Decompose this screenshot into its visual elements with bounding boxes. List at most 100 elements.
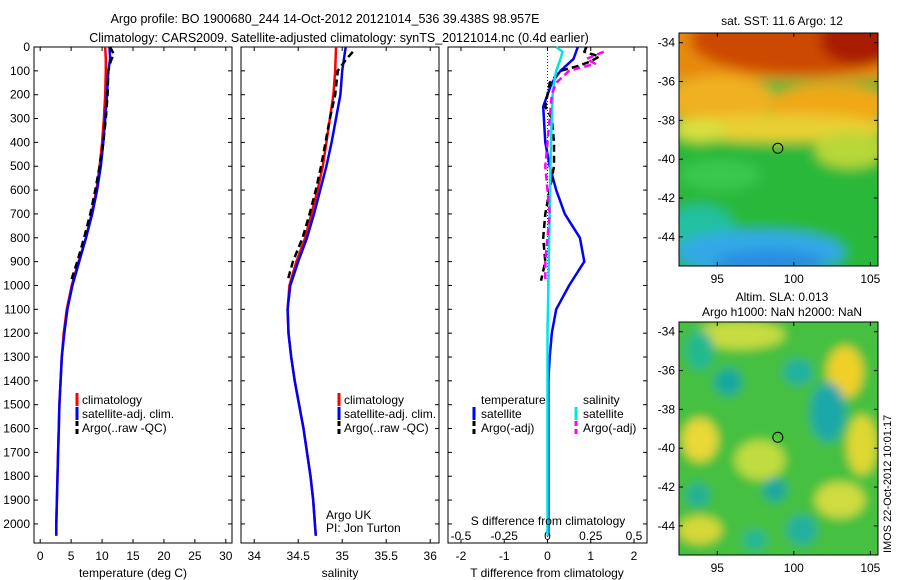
difference-x-axis: -2 -1 0 1 2	[456, 47, 638, 563]
salinity-panel: 34 34.5 35 35.5 36 salinity climatology sate…	[240, 46, 440, 580]
map-x-tick-label: 100	[784, 561, 804, 575]
series-satellite-adj-clim	[55, 46, 112, 536]
y-tick-label: 1100	[4, 302, 30, 316]
y-tick-label: 1300	[3, 350, 30, 364]
argo-position-marker	[772, 142, 784, 154]
x-tick-label: -1	[499, 549, 510, 563]
sla-heatmap	[679, 322, 878, 555]
map-y-tick-label: -42	[658, 480, 676, 494]
x2-tick-label: 0.5	[626, 529, 643, 543]
salinity-difference-x-axis: -0.5 -0.25 0 0.25 0.5	[451, 529, 643, 543]
temperature-x-axis: 0 5 10 15 20 25 30	[37, 47, 233, 563]
sla-map-title: Altim. SLA: 0.013	[736, 290, 829, 304]
salinity-axes-frame	[240, 46, 440, 544]
sst-map-axes: 95 100 105 -34 -36 -38 -40 -42 -44	[658, 33, 881, 286]
x-tick-label: 0	[544, 549, 551, 563]
map-y-tick-label: -40	[658, 441, 676, 455]
y-tick-label: 1400	[3, 374, 30, 388]
difference-series	[539, 46, 605, 536]
series-salinity-argo-adj	[544, 50, 605, 281]
x-tick-label: 0	[37, 549, 44, 563]
salinity-series	[286, 46, 354, 536]
series-argo-raw-qc	[69, 46, 116, 282]
legend-label-t-satellite: satellite	[481, 407, 522, 421]
legend-label-climatology: climatology	[344, 393, 404, 407]
salinity-legend: climatology satellite-adj. clim. Argo(..…	[337, 393, 436, 435]
x2-tick-label: -0.5	[451, 529, 472, 543]
map-x-tick-label: 95	[711, 561, 725, 575]
salinity-x-axis: 34 34.5 35 35.5 36	[248, 47, 438, 563]
y-tick-label: 100	[10, 64, 30, 78]
map-y-tick-label: -36	[658, 364, 676, 378]
x-tick-label: 10	[95, 549, 109, 563]
sst-map-frame	[678, 32, 879, 267]
legend-header-salinity: salinity	[583, 393, 620, 407]
series-satellite-adj-clim	[286, 46, 347, 536]
x-tick-label: 34	[248, 549, 262, 563]
temperature-xlabel: temperature (deg C)	[79, 566, 187, 580]
x-tick-label: -2	[456, 549, 467, 563]
difference-panel: -2 -1 0 1 2 -0.5 -0.25 0 0.25 0.5 S difference f…	[447, 46, 648, 580]
temperature-panel: 0100200300400500600700800900100011001200…	[3, 40, 233, 580]
imos-timestamp-text: IMOS 22-Oct-2012 10:01:17	[882, 415, 894, 553]
legend-label-argo: Argo(..raw -QC)	[344, 421, 429, 435]
map-y-tick-label: -38	[658, 402, 676, 416]
t-difference-xlabel: T difference from climatology	[470, 566, 624, 580]
map-y-tick-label: -36	[658, 75, 676, 89]
y-tick-label: 500	[10, 159, 30, 173]
map-x-tick-label: 95	[711, 272, 725, 286]
y-tick-label: 600	[10, 183, 30, 197]
y-tick-label: 1800	[3, 469, 30, 483]
y-tick-label: 1700	[3, 445, 30, 459]
map-y-tick-label: -44	[658, 519, 676, 533]
x-tick-label: 2	[631, 549, 638, 563]
y-tick-label: 0	[23, 40, 30, 54]
y-tick-label: 1000	[3, 278, 30, 292]
map-y-tick-label: -34	[658, 325, 676, 339]
figure-title-line1: Argo profile: BO 1900680_244 14-Oct-2012…	[111, 12, 540, 26]
map-x-tick-label: 105	[860, 561, 880, 575]
sla-map-axes: 95 100 105 -34 -36 -38 -40 -42 -44	[658, 322, 881, 575]
salinity-depth-ticks	[241, 46, 439, 525]
map-x-tick-label: 105	[860, 272, 880, 286]
legend-label-satellite: satellite-adj. clim.	[344, 407, 436, 421]
x2-tick-label: 0	[544, 529, 551, 543]
x2-tick-label: -0.25	[491, 529, 519, 543]
y-tick-label: 300	[10, 112, 30, 126]
x-tick-label: 15	[126, 549, 140, 563]
map-y-tick-label: -44	[658, 230, 676, 244]
depth-axis: 0 100 200 300 400 500 600 700 800 900 1000 1100 1200…	[3, 40, 232, 531]
sst-heatmap	[679, 33, 878, 266]
argo-position-marker	[772, 431, 784, 443]
x-tick-label: 5	[68, 549, 75, 563]
sla-map-subtitle: Argo h1000: NaN h2000: NaN	[702, 305, 862, 319]
y-tick-label: 1500	[3, 398, 30, 412]
y-tick-label: 800	[10, 231, 30, 245]
difference-depth-ticks	[448, 46, 647, 525]
sst-map-panel: sat. SST: 11.6 Argo: 12 95 100 105 -34 -36 -3…	[658, 14, 881, 286]
credits-line2: PI: Jon Turton	[326, 521, 401, 535]
map-x-tick-label: 100	[784, 272, 804, 286]
temperature-series	[55, 46, 116, 536]
x-tick-label: 1	[587, 549, 594, 563]
imos-timestamp: IMOS 22-Oct-2012 10:01:17	[882, 415, 894, 553]
y-tick-label: 1200	[3, 326, 30, 340]
figure-title-line2: Climatology: CARS2009. Satellite-adjuste…	[89, 31, 589, 45]
map-y-tick-label: -40	[658, 152, 676, 166]
y-tick-label: 1900	[3, 493, 30, 507]
series-salinity-satellite	[546, 46, 564, 536]
legend-label-argo: Argo(..raw -QC)	[82, 421, 167, 435]
sst-argo-position-marker	[772, 142, 784, 154]
series-argo-raw-qc	[286, 50, 354, 282]
legend-label-t-argo: Argo(-adj)	[481, 421, 534, 435]
y-tick-label: 1600	[3, 422, 30, 436]
map-y-tick-label: -38	[658, 113, 676, 127]
x-tick-label: 20	[157, 549, 171, 563]
x-tick-label: 36	[424, 549, 438, 563]
x-tick-label: 35	[336, 549, 350, 563]
map-y-tick-label: -42	[658, 191, 676, 205]
sst-map-title: sat. SST: 11.6 Argo: 12	[721, 14, 843, 28]
salinity-xlabel: salinity	[322, 566, 359, 580]
legend-label-climatology: climatology	[82, 393, 142, 407]
